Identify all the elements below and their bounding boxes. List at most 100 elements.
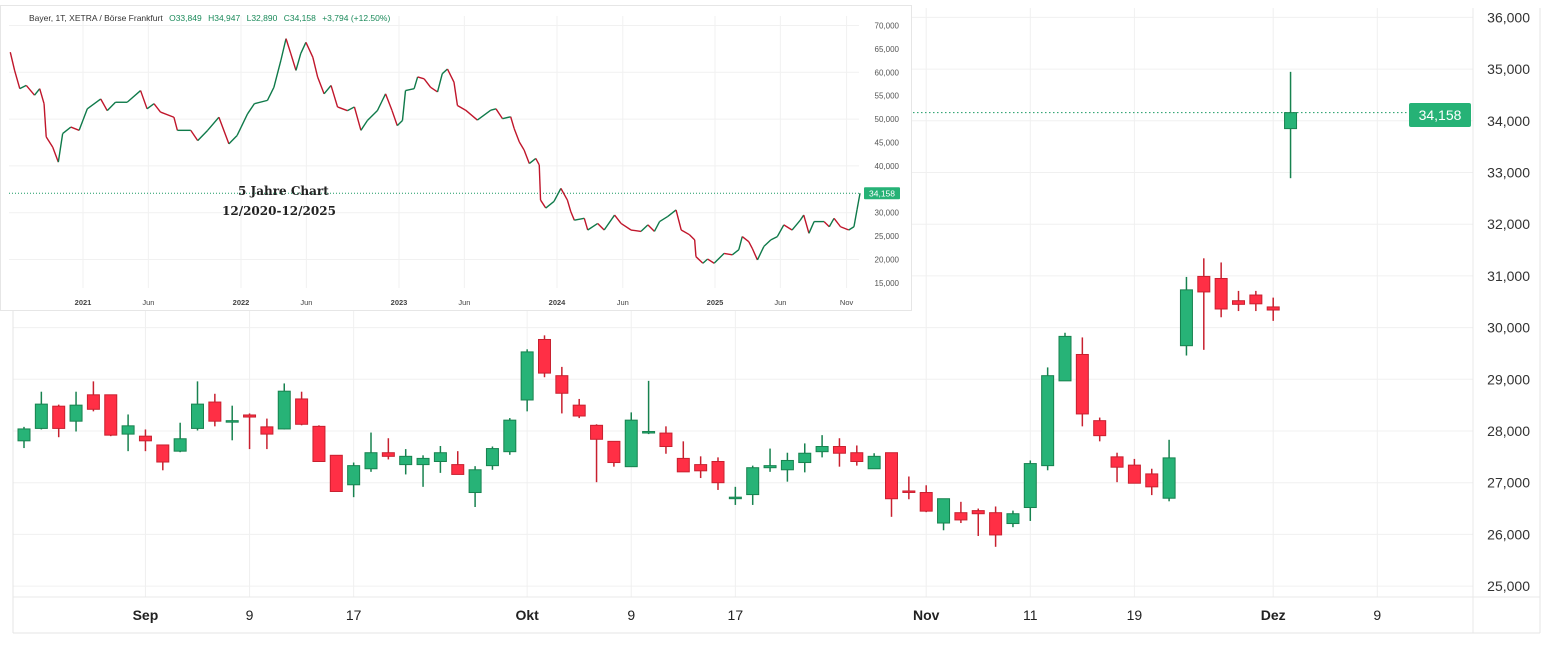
- inset-price-segment: [126, 90, 142, 103]
- inset-price-segment: [738, 236, 743, 250]
- inset-price-segment: [295, 53, 302, 71]
- y-tick-label: 35,000: [1487, 61, 1530, 77]
- candle-body: [867, 455, 881, 470]
- inset-price-segment: [360, 120, 368, 131]
- candle: [69, 391, 83, 432]
- candle-body: [295, 398, 309, 425]
- inset-x-tick-label: 2025: [707, 298, 724, 307]
- annotation-title: 5 Jahre Chart: [238, 184, 329, 198]
- inset-price-segment: [653, 221, 661, 232]
- candle-body: [954, 512, 968, 521]
- candle-body: [1110, 456, 1124, 468]
- inset-last-price-tag-bg: [864, 187, 900, 200]
- inset-price-segment: [139, 90, 148, 110]
- candle-body: [277, 390, 291, 430]
- inset-price-segment: [741, 236, 750, 243]
- inset-x-tick-label: Jun: [458, 298, 470, 307]
- candle-body: [989, 512, 1003, 536]
- candle-body: [572, 404, 586, 417]
- annotation-range: 12/2020-12/2025: [222, 204, 336, 218]
- inset-price-segment: [300, 42, 307, 54]
- candle: [451, 451, 465, 475]
- candle-body: [1232, 300, 1245, 305]
- candle-body: [104, 394, 118, 436]
- inset-x-tick-label: 2023: [391, 298, 408, 307]
- inset-y-tick-label: 65,000: [875, 45, 900, 54]
- candle: [590, 424, 604, 483]
- candle-body: [451, 464, 465, 475]
- inset-price-segment: [808, 221, 815, 234]
- candle: [867, 453, 881, 470]
- candle: [642, 380, 656, 435]
- candle: [485, 446, 499, 470]
- candle: [121, 414, 135, 452]
- inset-price-segment: [667, 209, 677, 217]
- inset-price-segment: [153, 103, 162, 113]
- instrument-name: Bayer, 1T, XETRA / Börse Frankfurt: [29, 13, 163, 23]
- inset-price-segment: [856, 193, 861, 211]
- candle-body: [416, 457, 430, 466]
- candle: [954, 501, 968, 524]
- inset-price-segment: [405, 87, 415, 92]
- inset-price-segment: [490, 108, 497, 111]
- inset-y-tick-label: 20,000: [875, 256, 900, 265]
- inset-price-segment: [528, 157, 537, 165]
- candle-body: [1214, 277, 1228, 310]
- inset-price-segment: [160, 111, 175, 118]
- candle: [850, 445, 864, 466]
- candle: [399, 449, 413, 475]
- inset-price-segment: [518, 141, 525, 151]
- ohlc-low: L32,890: [246, 13, 278, 23]
- candle-body: [121, 425, 135, 435]
- candle-body: [52, 405, 66, 429]
- inset-price-segment: [702, 258, 709, 264]
- inset-price-segment: [39, 88, 45, 104]
- inset-price-segment: [647, 224, 655, 232]
- inset-price-segment: [330, 85, 339, 108]
- inset-price-segment: [770, 235, 778, 241]
- inset-price-segment: [366, 110, 378, 122]
- inset-price-segment: [799, 214, 805, 221]
- candle-body: [260, 426, 274, 435]
- candle-body: [347, 465, 361, 486]
- candle: [468, 466, 482, 507]
- x-tick-label: Okt: [515, 607, 539, 623]
- candle: [989, 506, 1003, 547]
- candle-body: [746, 467, 760, 496]
- inset-price-segment: [553, 188, 562, 202]
- candle-body: [381, 452, 395, 457]
- candle-body: [1006, 513, 1020, 525]
- candle: [520, 349, 534, 412]
- five-year-inset-chart: 2021 Jun 2022 Jun 2023 Jun 2024 Jun 2025 Jun Nov 15…: [0, 5, 912, 311]
- inset-price-segment: [693, 239, 697, 257]
- candle: [1127, 458, 1141, 484]
- inset-price-segment: [688, 234, 696, 241]
- candle-body: [659, 432, 673, 448]
- y-tick-label: 33,000: [1487, 165, 1530, 181]
- candle: [659, 426, 673, 454]
- candle: [746, 465, 760, 505]
- inset-price-segment: [583, 218, 589, 231]
- candle-body: [642, 431, 656, 434]
- x-tick-label: 17: [728, 607, 744, 623]
- candle: [607, 440, 621, 467]
- inset-price-segment: [423, 78, 432, 88]
- inset-price-segment: [290, 53, 297, 71]
- candle-body: [399, 455, 413, 466]
- inset-price-segment: [566, 199, 572, 212]
- inset-price-segment: [246, 103, 255, 115]
- inset-price-segment: [848, 226, 855, 231]
- candle-body: [850, 452, 864, 463]
- inset-price-segment: [523, 149, 530, 164]
- inset-y-tick-label: 55,000: [875, 92, 900, 101]
- candle: [1214, 262, 1228, 318]
- candle-body: [538, 338, 551, 374]
- candle: [173, 422, 187, 453]
- candle-body: [485, 448, 499, 467]
- inset-price-segment: [347, 106, 355, 112]
- inset-y-tick-label: 40,000: [875, 162, 900, 171]
- candle: [1058, 332, 1072, 382]
- x-tick-label: 9: [627, 607, 635, 623]
- inset-price-segment: [587, 222, 599, 231]
- candle-body: [1127, 464, 1141, 484]
